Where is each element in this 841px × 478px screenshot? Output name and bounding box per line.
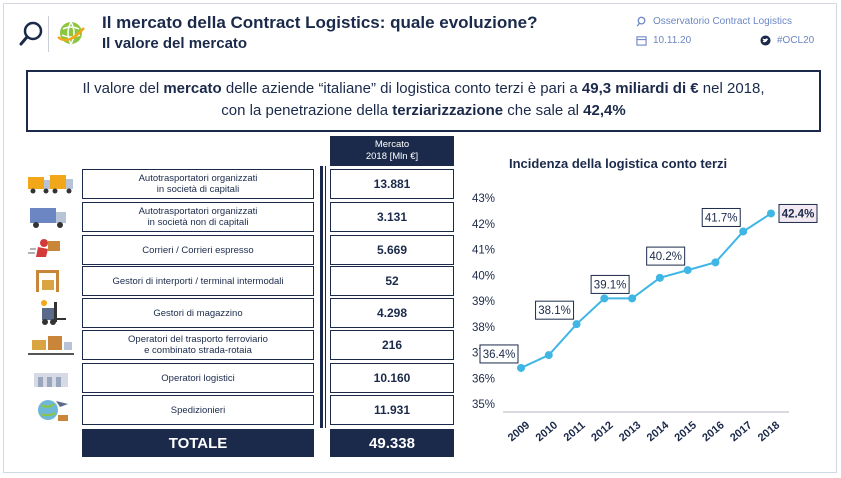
x-tick-label: 2014 <box>645 419 672 444</box>
row-value-7: 11.931 <box>330 395 454 425</box>
event-date: 10.11.20 <box>653 35 692 46</box>
data-label: 36.4% <box>483 349 516 361</box>
x-tick-label: 2017 <box>728 419 754 444</box>
event-hashtag: #OCL20 <box>777 35 815 46</box>
row-value-3: 52 <box>330 266 454 296</box>
x-tick-label: 2009 <box>506 419 532 444</box>
banner-line-1: Il valore del mercato delle aziende “ita… <box>82 80 765 97</box>
row-label-3: Gestori di interporti / terminal intermo… <box>82 266 314 296</box>
globe-logo-icon <box>57 21 85 45</box>
page-title: Il mercato della Contract Logistics: qua… <box>102 13 538 32</box>
banner-line-2: con la penetrazione della terziarizzazio… <box>221 102 626 119</box>
page-subtitle: Il valore del mercato <box>102 35 248 52</box>
data-label-box <box>479 344 519 364</box>
slide: Il mercato della Contract Logistics: qua… <box>3 3 837 473</box>
row-label-6: Operatori logistici <box>82 363 314 393</box>
row-label-1: Autotrasportatori organizzati in società … <box>82 202 314 232</box>
x-tick-label: 2010 <box>534 419 560 444</box>
summary-banner: Il valore del mercato delle aziende “ita… <box>26 70 821 132</box>
data-point <box>600 294 609 303</box>
y-tick-label: 43% <box>472 193 495 205</box>
table-divider <box>320 166 323 428</box>
data-label: 42.4% <box>782 208 815 220</box>
y-tick-label: 35% <box>472 399 495 411</box>
row-value-1: 3.131 <box>330 202 454 232</box>
y-tick-label: 41% <box>472 245 495 257</box>
observatory-meta: Osservatorio Contract Logistics <box>636 16 792 27</box>
forklift-icon <box>41 300 66 325</box>
data-label: 38.1% <box>538 305 571 317</box>
data-point <box>517 363 525 372</box>
x-tick-label: 2013 <box>617 419 643 444</box>
row-value-4: 4.298 <box>330 298 454 328</box>
twitter-icon <box>760 35 771 46</box>
trucks-icon <box>28 175 73 194</box>
data-label: 41.7% <box>705 212 738 224</box>
data-point <box>711 258 720 267</box>
table-divider-thin <box>325 166 326 428</box>
data-point <box>544 351 553 360</box>
data-label-box <box>646 246 686 266</box>
series-line <box>520 212 772 369</box>
row-label-7: Spedizionieri <box>82 395 314 425</box>
data-point <box>628 294 637 303</box>
logo-divider <box>48 16 49 52</box>
row-label-0: Autotrasportatori organizzati in società … <box>82 169 314 199</box>
x-tick-label: 2012 <box>589 419 615 444</box>
total-value: 49.338 <box>330 429 454 457</box>
globe-plane-icon <box>38 400 68 421</box>
data-label: 40.2% <box>649 251 682 263</box>
data-label-box <box>590 274 630 294</box>
location-pin-icon <box>636 16 646 27</box>
row-value-6: 10.160 <box>330 363 454 393</box>
market-column-header: Mercato 2018 [Mln €] <box>330 136 454 166</box>
x-tick-label: 2011 <box>562 419 588 444</box>
hashtag-meta: #OCL20 <box>760 35 814 46</box>
truck-icon <box>30 208 66 228</box>
data-label-box <box>778 203 818 223</box>
crane-icon <box>36 270 59 292</box>
y-tick-label: 42% <box>472 219 495 231</box>
row-value-5: 216 <box>330 330 454 360</box>
magnifier-logo-icon <box>19 21 43 46</box>
row-label-2: Corrieri / Corrieri espresso <box>82 235 314 265</box>
row-label-5: Operatori del trasporto ferroviario e com… <box>82 330 314 360</box>
row-value-2: 5.669 <box>330 235 454 265</box>
data-label-box <box>701 207 741 227</box>
data-point <box>655 273 664 282</box>
data-point <box>572 320 581 329</box>
date-meta: 10.11.20 <box>636 35 691 46</box>
x-tick-label: 2016 <box>700 419 726 444</box>
data-point <box>767 209 775 218</box>
warehouse-icon <box>34 373 68 387</box>
y-tick-label: 39% <box>472 296 495 308</box>
row-label-4: Gestori di magazzino <box>82 298 314 328</box>
y-tick-label: 40% <box>472 270 495 282</box>
line-chart: 35%36%37%38%39%40%41%42%43%2009201020112… <box>472 193 818 444</box>
chart-title: Incidenza della logistica conto terzi <box>509 156 728 171</box>
calendar-icon <box>636 36 647 46</box>
total-label: TOTALE <box>82 429 314 457</box>
data-label-box <box>535 300 575 320</box>
data-point <box>739 227 748 236</box>
observatory-name: Osservatorio Contract Logistics <box>653 16 792 27</box>
courier-icon <box>28 239 60 257</box>
row-value-0: 13.881 <box>330 169 454 199</box>
y-tick-label: 36% <box>472 373 495 385</box>
x-tick-label: 2018 <box>756 419 782 444</box>
data-point <box>683 266 692 275</box>
y-tick-label: 38% <box>472 322 495 334</box>
train-icon <box>28 336 74 355</box>
data-label: 39.1% <box>594 279 627 291</box>
x-tick-label: 2015 <box>673 419 699 444</box>
